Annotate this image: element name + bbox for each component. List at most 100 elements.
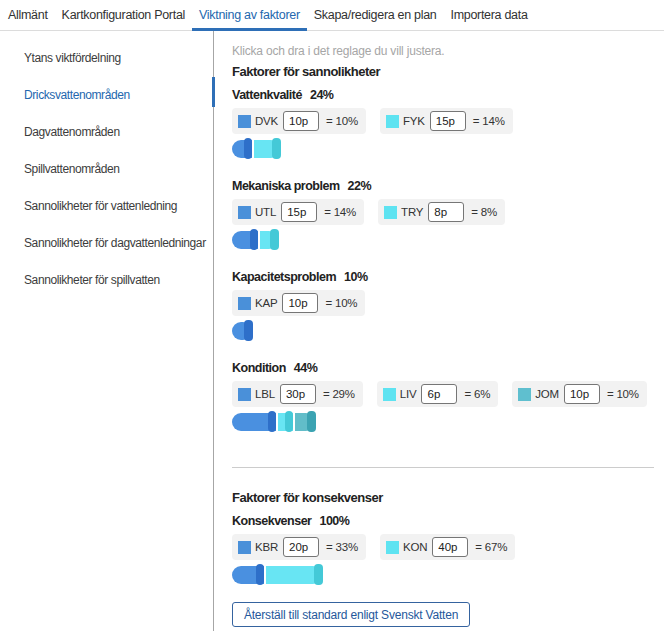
slider-segment-lbl[interactable]: [232, 413, 276, 431]
factor-code-label: FYK: [403, 115, 425, 127]
factor-share-label: = 67%: [475, 541, 507, 553]
factor-code-label: UTL: [255, 206, 276, 218]
weight-slider: [232, 411, 664, 433]
sidebar-item-spillvattenomraden[interactable]: Spillvattenområden: [0, 150, 213, 187]
slider-handle[interactable]: [314, 564, 323, 585]
factor-code-label: DVK: [255, 115, 278, 127]
factor-chips-row: DVK = 10% FYK = 14%: [232, 108, 664, 134]
group-title: Vattenkvalité24%: [232, 87, 664, 103]
factor-chip-dvk: DVK = 10%: [232, 108, 366, 134]
slider-segment-kap[interactable]: [232, 322, 252, 340]
slider-handle[interactable]: [272, 138, 281, 159]
factor-points-input[interactable]: [428, 202, 464, 222]
factor-chips-row: KBR= 33% KON = 67%: [232, 534, 664, 560]
slider-handle[interactable]: [268, 411, 276, 432]
group-percent: 10%: [344, 270, 368, 284]
factor-color-swatch: [238, 388, 251, 401]
sidebar-item-label: Sannolikheter för spillvatten: [24, 273, 160, 287]
slider-segment-kbr[interactable]: [232, 566, 264, 584]
slider-handle[interactable]: [256, 564, 264, 585]
factor-points-input[interactable]: [280, 384, 316, 404]
factor-color-swatch: [238, 206, 251, 219]
factor-code-label: KAP: [255, 297, 277, 309]
tab-kartkonfiguration-portal[interactable]: Kartkonfiguration Portal: [55, 0, 192, 31]
factor-points-input[interactable]: [283, 537, 319, 557]
slider-segment-dvk[interactable]: [232, 140, 252, 158]
sidebar-item-label: Sannolikheter för dagvattenledningar: [24, 236, 206, 250]
sidebar-item-dricksvattenomraden[interactable]: Dricksvattenområden: [0, 76, 213, 113]
sidebar-item-label: Sannolikheter för vattenledning: [24, 199, 177, 213]
sidebar-item-ytans-viktfordelning[interactable]: Ytans viktfördelning: [0, 39, 213, 76]
slider-segment-jom[interactable]: [295, 413, 315, 431]
group-name-label: Mekaniska problem: [232, 179, 340, 193]
tab-skapa-redigera-en-plan[interactable]: Skapa/redigera en plan: [307, 0, 444, 31]
factor-chip-kbr: KBR= 33%: [232, 534, 366, 560]
sections: Faktorer för sannolikheter Vattenkvalité2…: [232, 64, 664, 586]
slider-handle[interactable]: [270, 229, 279, 250]
slider-handle[interactable]: [244, 138, 252, 159]
group-percent: 44%: [294, 361, 318, 375]
factor-chip-kap: KAP = 10%: [232, 290, 365, 316]
sidebar-item-sannolikheter-for-spillvatten[interactable]: Sannolikheter för spillvatten: [0, 261, 213, 298]
slider-handle[interactable]: [250, 229, 258, 250]
group-title: Konsekvenser100%: [232, 513, 664, 529]
factor-code-label: KON: [403, 541, 427, 553]
sidebar: Ytans viktfördelning Dricksvattenområden D…: [0, 31, 214, 631]
group-title: Mekaniska problem22%: [232, 178, 664, 194]
factor-points-input[interactable]: [283, 111, 319, 131]
factor-chips-row: LBL= 29%LIV= 6%JOM= 10%: [232, 381, 664, 407]
sidebar-item-dagvattenomraden[interactable]: Dagvattenområden: [0, 113, 213, 150]
weight-slider: [232, 229, 664, 251]
slider-handle[interactable]: [307, 411, 316, 432]
factor-code-label: JOM: [535, 388, 559, 400]
factor-share-label: = 8%: [471, 206, 497, 218]
factor-points-input[interactable]: [282, 293, 318, 313]
factor-chip-utl: UTL = 14%: [232, 199, 364, 225]
factor-chip-jom: JOM = 10%: [512, 381, 647, 407]
slider-segment-kon[interactable]: [266, 566, 322, 584]
reset-button[interactable]: Återställ till standard enligt Svenskt V…: [232, 602, 470, 627]
weight-slider: [232, 138, 664, 160]
group-title: Kondition 44%: [232, 360, 664, 376]
factor-share-label: = 10%: [325, 297, 357, 309]
factor-chips-row: KAP = 10%: [232, 290, 664, 316]
factor-color-swatch: [386, 115, 399, 128]
slider-segment-try[interactable]: [260, 231, 278, 249]
tab-importera-data[interactable]: Importera data: [443, 0, 534, 31]
factor-share-label: = 6%: [464, 388, 490, 400]
factor-points-input[interactable]: [281, 202, 317, 222]
factor-color-swatch: [238, 297, 251, 310]
section-title: Faktorer för sannolikheter: [232, 64, 664, 80]
factor-points-input[interactable]: [564, 384, 600, 404]
factor-points-input[interactable]: [430, 111, 466, 131]
factor-points-input[interactable]: [432, 537, 468, 557]
factor-share-label: = 10%: [326, 115, 358, 127]
group-percent: 100%: [319, 514, 349, 528]
slider-handle[interactable]: [285, 411, 293, 432]
sidebar-item-sannolikheter-for-dagvattenledningar[interactable]: Sannolikheter för dagvattenledningar: [0, 224, 213, 261]
factor-points-input[interactable]: [421, 384, 457, 404]
sidebar-item-sannolikheter-for-vattenledning[interactable]: Sannolikheter för vattenledning: [0, 187, 213, 224]
factor-chip-liv: LIV = 6%: [377, 381, 498, 407]
factor-color-swatch: [238, 541, 251, 554]
factor-share-label: = 14%: [324, 206, 356, 218]
section-divider: [232, 467, 654, 468]
factor-color-swatch: [238, 115, 251, 128]
factor-code-label: LIV: [400, 388, 417, 400]
slider-handle[interactable]: [244, 320, 253, 341]
slider-segment-liv[interactable]: [278, 413, 293, 431]
tab-allmant[interactable]: Allmänt: [1, 0, 55, 31]
instruction-text: Klicka och dra i det reglage du vill jus…: [232, 44, 664, 59]
slider-segment-fyk[interactable]: [254, 140, 280, 158]
sidebar-item-label: Dricksvattenområden: [24, 88, 130, 102]
section-title: Faktorer för konsekvenser: [232, 490, 664, 506]
factor-share-label: = 10%: [607, 388, 639, 400]
slider-segment-utl[interactable]: [232, 231, 258, 249]
tab-viktning-av-faktorer[interactable]: Viktning av faktorer: [192, 0, 307, 31]
factor-chips-row: UTL= 14%TRY= 8%: [232, 199, 664, 225]
group-name-label: Kondition: [232, 361, 286, 375]
factor-color-swatch: [518, 388, 531, 401]
factor-color-swatch: [384, 206, 397, 219]
factor-share-label: = 14%: [473, 115, 505, 127]
group-title: Kapacitetsproblem10%: [232, 269, 664, 285]
